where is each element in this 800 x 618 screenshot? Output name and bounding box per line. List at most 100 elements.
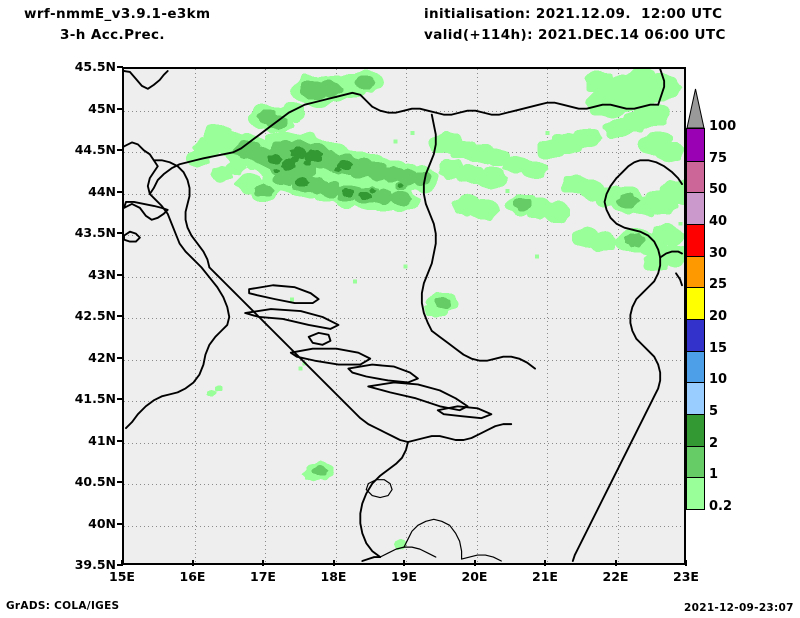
y-axis-tick: [117, 481, 123, 483]
y-axis-label: 42.5N: [74, 308, 116, 323]
precip-cell-isolated: [410, 131, 415, 136]
x-axis-label: 21E: [532, 569, 558, 584]
precip-contour-medium: [319, 79, 344, 98]
x-axis-tick: [191, 560, 194, 566]
colorbar-tick-label: 75: [709, 150, 728, 166]
y-axis-label: 44N: [88, 183, 116, 199]
grads-credit: GrADS: COLA/IGES: [6, 600, 120, 612]
precip-contour-medium: [254, 183, 275, 197]
precip-contour-dark: [397, 183, 404, 189]
precip-contour-dark: [334, 166, 342, 173]
x-axis-tick: [403, 560, 405, 566]
gridline-horizontal: [124, 152, 684, 153]
colorbar-band: [687, 224, 704, 256]
precip-contour-medium: [512, 198, 532, 212]
gridline-horizontal: [124, 525, 684, 527]
precip-cell-isolated: [256, 137, 261, 142]
precip-cell-isolated: [290, 297, 294, 302]
precip-contour-light: [625, 69, 659, 93]
x-axis-label: 17E: [250, 569, 276, 584]
precip-contour-medium: [382, 165, 409, 183]
colorbar-band: [687, 382, 704, 414]
precip-cell-isolated: [545, 131, 550, 136]
colorbar-tick-label: 50: [709, 182, 728, 198]
gridline-vertical: [406, 69, 407, 563]
y-axis-label: 40N: [88, 515, 116, 531]
y-axis-label: 39.5N: [74, 557, 116, 572]
precip-cell-isolated: [353, 279, 358, 284]
x-axis-tick: [614, 560, 617, 566]
precip-contour-dark: [369, 188, 377, 194]
precip-contour-dark: [281, 158, 296, 171]
colorbar-over-arrow: [686, 88, 705, 129]
precip-contour-light: [643, 250, 672, 271]
y-axis-tick: [117, 315, 123, 317]
x-axis-label: 23E: [673, 569, 699, 584]
colorbar-band: [687, 414, 704, 446]
x-axis-label: 20E: [461, 569, 488, 584]
colorbar-band: [687, 350, 704, 383]
colorbar-tick-label: 1: [709, 467, 719, 483]
precip-contour-light: [518, 160, 549, 179]
gridline-vertical: [265, 69, 266, 563]
precip-contour-medium: [311, 464, 329, 476]
gridline-horizontal: [124, 442, 684, 444]
gridline-horizontal: [124, 318, 684, 319]
field-title: 3-h Acc.Prec.: [60, 27, 165, 43]
colorbar-tick-label: 0.2: [709, 499, 733, 514]
precip-contour-light: [541, 200, 571, 224]
gridline-vertical: [547, 69, 548, 563]
colorbar-tick-label: 2: [709, 435, 719, 451]
gridline-horizontal: [124, 359, 684, 361]
precip-contour-dark: [273, 169, 281, 174]
x-axis-label: 22E: [602, 569, 629, 584]
y-axis-tick: [117, 149, 123, 151]
precip-contour-medium: [623, 233, 646, 248]
y-axis-label: 43N: [88, 266, 116, 282]
colorbar-band: [687, 129, 704, 161]
precip-contour-dark: [304, 149, 324, 162]
precip-contour-dark: [289, 146, 308, 160]
precip-cell-isolated: [505, 188, 510, 193]
gridline-horizontal: [124, 235, 684, 236]
x-axis-label: 16E: [179, 569, 206, 584]
precip-contour-light: [468, 199, 501, 221]
precip-contour-light: [225, 160, 248, 176]
precipitation-field: [124, 69, 684, 563]
precip-cell-isolated: [393, 139, 398, 144]
precip-contour-dark: [336, 160, 354, 171]
y-axis-tick: [117, 439, 123, 442]
colorbar-band: [687, 477, 704, 509]
precip-contour-light: [206, 389, 217, 397]
x-axis-tick: [685, 560, 687, 566]
precip-contour-medium: [615, 192, 641, 209]
y-axis-tick: [117, 564, 123, 566]
precip-contour-light: [584, 70, 619, 93]
precip-contour-light: [659, 179, 684, 206]
gridline-vertical: [476, 69, 478, 563]
precip-contour-light: [587, 231, 618, 253]
precip-contour-light: [569, 128, 603, 149]
precip-contour-dark: [303, 160, 312, 166]
x-axis-label: 15E: [109, 569, 135, 584]
precip-contour-dark: [290, 156, 300, 163]
y-axis-tick: [117, 273, 123, 276]
colorbar-tick-label: 10: [709, 372, 728, 388]
precip-cell-isolated: [403, 264, 408, 269]
x-axis-label: 18E: [320, 569, 347, 584]
colorbar-band: [687, 319, 704, 351]
model-title: wrf-nmmE_v3.9.1-e3km: [24, 6, 211, 22]
colorbar-band: [687, 192, 704, 224]
precip-contour-dark: [358, 191, 373, 201]
x-axis-label: 19E: [391, 569, 417, 584]
y-axis-tick: [117, 356, 123, 359]
y-axis-tick: [117, 66, 123, 68]
precip-cell-isolated: [678, 221, 683, 226]
precip-contour-light: [474, 166, 508, 190]
precip-contour-dark: [294, 177, 310, 187]
y-axis-label: 40.5N: [74, 474, 116, 489]
y-axis-tick: [117, 232, 123, 234]
y-axis-label: 44.5N: [74, 142, 116, 157]
precip-contour-medium: [434, 296, 452, 310]
precip-contour-dark: [267, 154, 283, 165]
